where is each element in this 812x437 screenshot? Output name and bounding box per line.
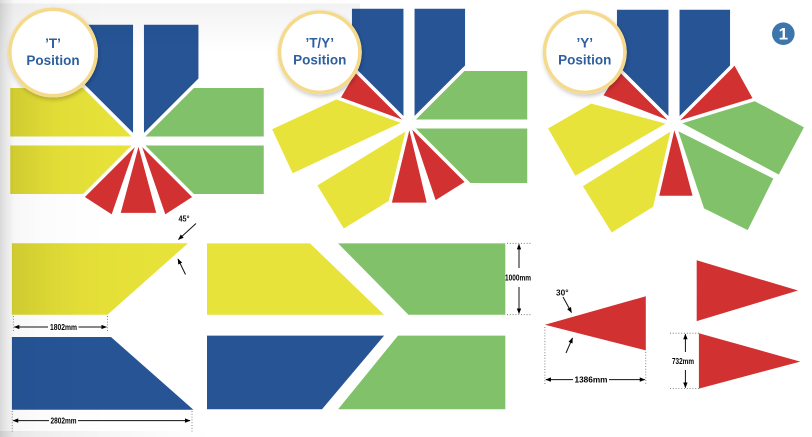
svg-text:30°: 30° <box>556 288 569 298</box>
svg-text:Position: Position <box>26 53 79 68</box>
svg-text:1386mm: 1386mm <box>575 375 608 385</box>
svg-text:45°: 45° <box>179 215 190 224</box>
svg-text:Position: Position <box>558 53 611 68</box>
svg-text:1: 1 <box>779 25 788 44</box>
svg-text:Position: Position <box>293 53 346 68</box>
svg-text:’T’: ’T’ <box>45 36 61 51</box>
svg-text:’Y’: ’Y’ <box>576 36 593 51</box>
svg-text:’T/Y’: ’T/Y’ <box>305 36 334 51</box>
svg-text:1000mm: 1000mm <box>505 273 531 283</box>
svg-text:732mm: 732mm <box>672 356 694 366</box>
